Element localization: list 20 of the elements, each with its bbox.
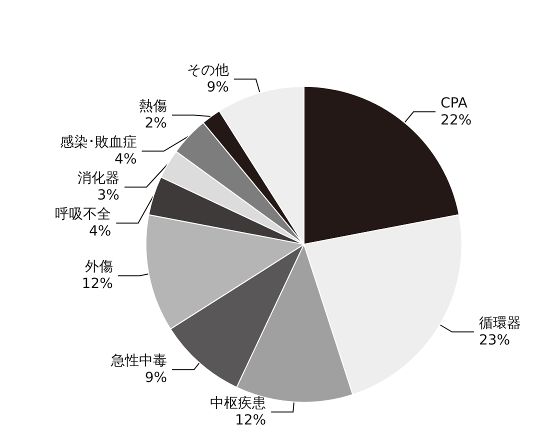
slice-label: CPA: [440, 95, 468, 112]
data-label: 9%: [144, 370, 168, 386]
slice-label: 中枢疾患: [210, 396, 266, 412]
slice-label: 熱傷: [138, 98, 167, 115]
slice-label: 循環器: [478, 315, 521, 332]
data-label: 2%: [144, 116, 167, 132]
slice-label: 消化器: [77, 170, 120, 187]
data-label: 23%: [478, 332, 510, 348]
slice-label: 急性中毒: [110, 353, 168, 370]
data-label: 4%: [114, 152, 137, 168]
data-label: 3%: [97, 188, 120, 204]
slice-label: 感染･敗血症: [60, 134, 137, 151]
data-label: 12%: [82, 276, 113, 292]
data-label: 12%: [234, 412, 266, 428]
slice-label: 外傷: [84, 259, 113, 276]
slice-label: 呼吸不全: [55, 206, 112, 223]
data-label: 22%: [440, 112, 472, 128]
data-label: 9%: [206, 80, 229, 96]
data-label: 4%: [88, 224, 112, 240]
slice-label: その他: [186, 62, 229, 79]
